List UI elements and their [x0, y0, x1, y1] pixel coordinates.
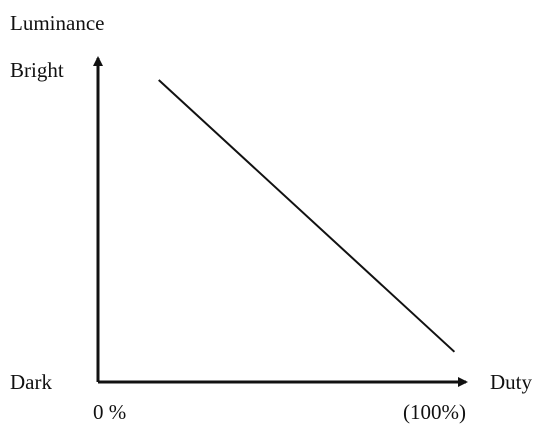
series-line-segment — [158, 79, 456, 353]
x-tick-label-zero: 0 % — [93, 400, 126, 424]
x-tick-label-hundred: (100%) — [403, 400, 466, 424]
series-layer — [158, 79, 456, 353]
y-axis-label: Luminance — [10, 11, 104, 35]
y-tick-label-bright: Bright — [10, 58, 64, 82]
y-tick-label-dark: Dark — [10, 370, 52, 394]
x-axis-label: Duty — [490, 370, 533, 394]
